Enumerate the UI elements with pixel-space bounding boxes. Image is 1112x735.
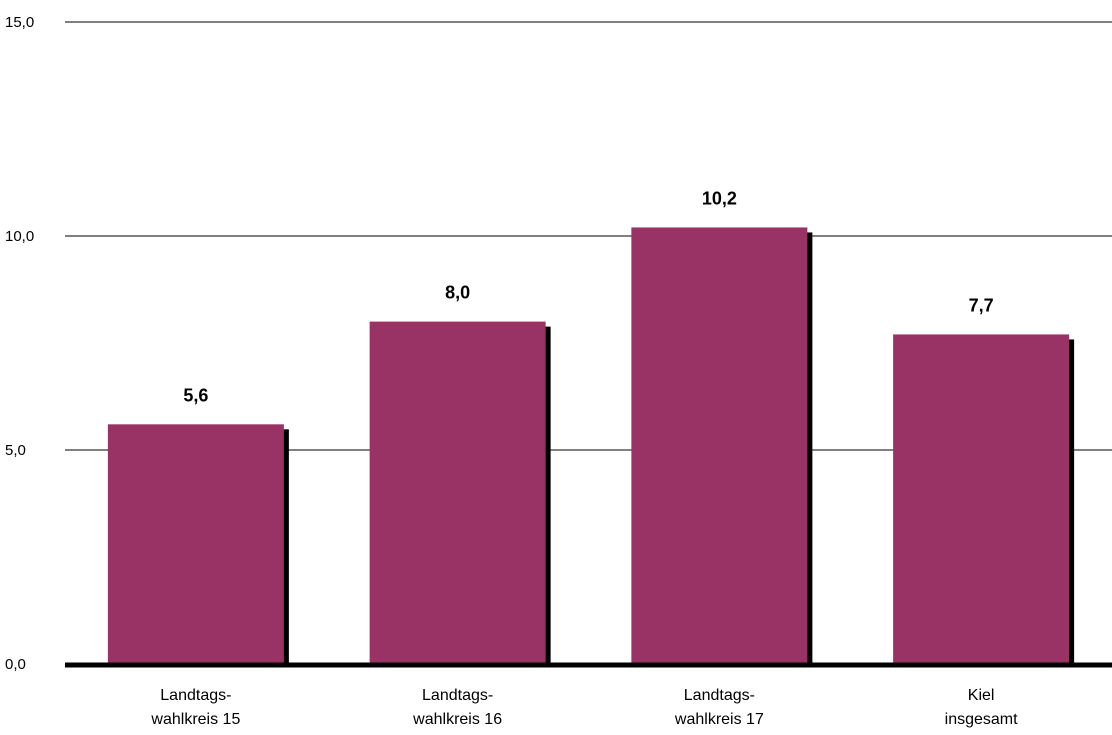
bar	[107, 424, 284, 664]
x-category-label-line: Landtags-	[160, 687, 231, 704]
y-axis-ticks: 0,0 5,0 10,0 15,0	[5, 14, 34, 673]
x-category-label-line: wahlkreis 17	[674, 711, 764, 728]
x-category-label-line: wahlkreis 16	[412, 711, 502, 728]
y-tick-label: 5,0	[5, 442, 26, 459]
y-tick-label: 10,0	[5, 228, 34, 245]
x-category-label-line: Landtags-	[422, 687, 493, 704]
bar-value-label: 5,6	[183, 385, 208, 405]
y-tick-label: 0,0	[5, 656, 26, 673]
x-category-label-line: Kiel	[968, 687, 995, 704]
x-category-label-line: insgesamt	[945, 711, 1018, 728]
x-category-label-line: Landtags-	[684, 687, 755, 704]
x-category-label: Kiel insgesamt	[945, 687, 1018, 728]
bar-value-label: 10,2	[702, 188, 737, 208]
x-axis-categories: Landtags-wahlkreis 15Landtags-wahlkreis …	[150, 687, 1018, 728]
bar-value-label: 8,0	[445, 283, 470, 303]
x-category-label: Landtags-wahlkreis 16	[412, 687, 502, 728]
x-category-label: Landtags-wahlkreis 15	[150, 687, 240, 728]
bar	[893, 334, 1070, 664]
x-category-label: Landtags-wahlkreis 17	[674, 687, 764, 728]
x-category-label-line: wahlkreis 15	[150, 711, 240, 728]
bar	[631, 227, 808, 664]
bar	[369, 321, 546, 664]
bars: 5,6 8,0 10,2 7,7	[107, 188, 1075, 664]
bar-value-label: 7,7	[969, 295, 994, 315]
y-tick-label: 15,0	[5, 14, 34, 31]
